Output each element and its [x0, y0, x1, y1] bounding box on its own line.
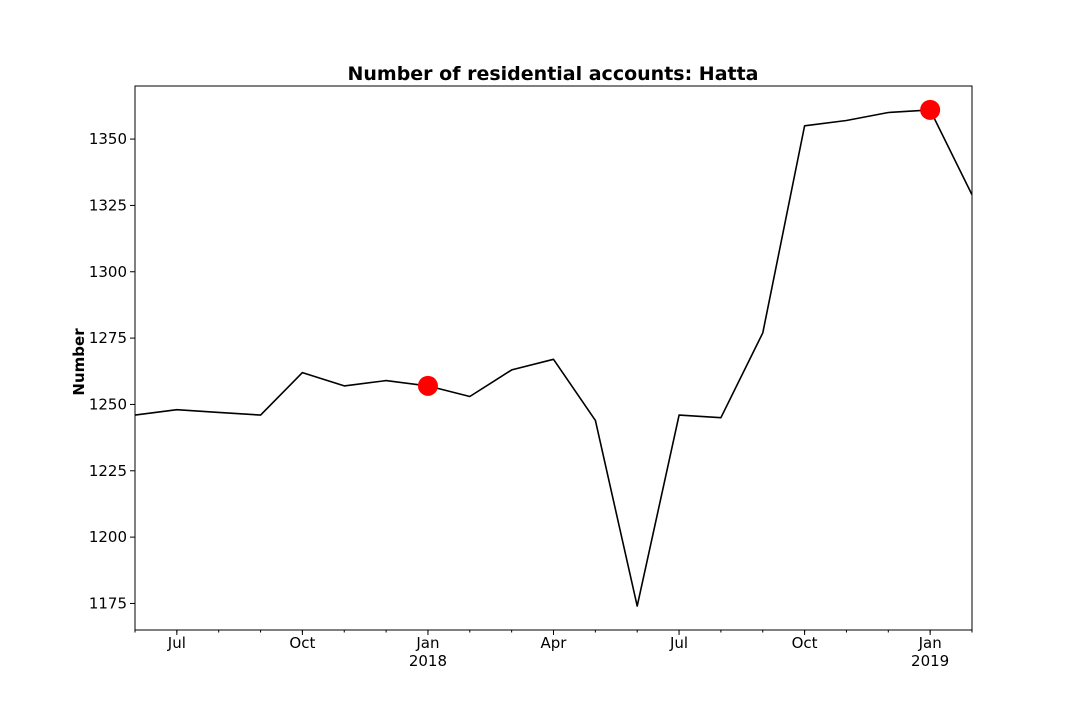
- highlight-marker: [920, 99, 941, 120]
- y-tick-label: 1175: [89, 594, 127, 612]
- x-tick-label: Jul: [669, 634, 688, 652]
- y-tick-label: 1275: [89, 329, 127, 347]
- x-tick-label: Jul: [167, 634, 186, 652]
- y-tick-label: 1300: [89, 263, 127, 281]
- y-tick-label: 1225: [89, 462, 127, 480]
- chart-title: Number of residential accounts: Hatta: [347, 63, 758, 85]
- plot-area-frame: [134, 85, 973, 631]
- y-axis: 1175 1200 1225 1250 1275 1300 1325 1350: [89, 130, 135, 612]
- y-tick-label: 1200: [89, 528, 127, 546]
- y-tick-label: 1325: [89, 196, 127, 214]
- x-tick-year-label: 2019: [911, 652, 949, 670]
- series-line: [135, 109, 972, 607]
- highlight-marker: [417, 375, 438, 396]
- x-tick-label: Jan: [415, 634, 439, 652]
- x-tick-label: Apr: [541, 634, 568, 652]
- x-tick-year-label: 2018: [409, 652, 447, 670]
- x-tick-label: Oct: [289, 634, 315, 652]
- y-tick-label: 1350: [89, 130, 127, 148]
- y-tick-label: 1250: [89, 395, 127, 413]
- x-tick-label: Oct: [792, 634, 818, 652]
- x-tick-label: Jan: [918, 634, 942, 652]
- y-axis-label: Number: [70, 328, 88, 396]
